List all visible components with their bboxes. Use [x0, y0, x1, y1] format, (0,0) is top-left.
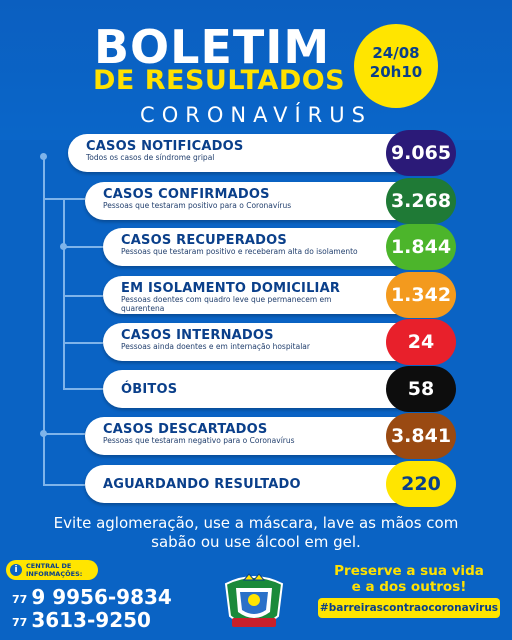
tree-line-outer [43, 156, 45, 486]
phone-digits: 9 9956-9834 [31, 585, 172, 609]
date-text: 24/08 [372, 44, 420, 62]
case-label: AGUARDANDO RESULTADO [103, 477, 301, 492]
hashtag: #barreirascontraocoronavirus [318, 598, 500, 618]
case-value: 58 [386, 366, 456, 412]
case-description: Pessoas que testaram positivo para o Cor… [103, 201, 292, 210]
info-icon: i [10, 564, 22, 576]
case-label: CASOS NOTIFICADOS [86, 139, 244, 154]
prevention-message: Evite aglomeração, use a máscara, lave a… [0, 514, 512, 552]
title-line2: DE RESULTADOS [93, 65, 346, 96]
case-label: EM ISOLAMENTO DOMICILIAR [121, 281, 341, 296]
case-card-obitos: ÓBITOS 58 [103, 366, 456, 412]
phone-digits: 3613-9250 [31, 608, 151, 632]
case-value: 9.065 [386, 130, 456, 176]
title-line1: BOLETIM [94, 20, 331, 74]
slogan-line2: e a dos outros! [351, 579, 467, 595]
time-text: 20h10 [369, 63, 423, 81]
slogan: Preserve a sua vida e a dos outros! [320, 563, 498, 595]
case-value: 24 [386, 319, 456, 365]
area-code: 77 [12, 616, 28, 629]
prevention-line1: Evite aglomeração, use a máscara, lave a… [53, 514, 459, 532]
tree-branch [43, 198, 85, 200]
case-description: Pessoas que testaram positivo e recebera… [121, 247, 358, 256]
case-card-recuperados: CASOS RECUPERADOS Pessoas que testaram p… [103, 224, 456, 270]
case-value: 220 [386, 461, 456, 507]
date-badge: 24/08 20h10 [354, 24, 438, 108]
case-description: Pessoas doentes com quadro leve que perm… [121, 295, 332, 313]
info-badge: i CENTRAL DE INFORMAÇÕES: [6, 560, 98, 580]
case-label: CASOS RECUPERADOS [121, 233, 287, 248]
case-value: 3.841 [386, 413, 456, 459]
phone-number-landline[interactable]: 77 3613-9250 [12, 608, 151, 632]
info-label: CENTRAL DE INFORMAÇÕES: [26, 562, 82, 578]
area-code: 77 [12, 593, 28, 606]
tree-dot [40, 153, 47, 160]
info-label-line1: CENTRAL DE [26, 562, 72, 570]
tree-dot [40, 430, 47, 437]
case-value: 1.844 [386, 224, 456, 270]
tree-branch [63, 295, 103, 297]
case-label: CASOS CONFIRMADOS [103, 187, 270, 202]
tree-branch [43, 433, 85, 435]
case-description: Todos os casos de síndrome gripal [86, 153, 215, 162]
subtitle: CORONAVÍRUS [140, 103, 372, 127]
phone-number-mobile[interactable]: 77 9 9956-9834 [12, 585, 172, 609]
case-card-confirmados: CASOS CONFIRMADOS Pessoas que testaram p… [85, 178, 456, 224]
tree-dot [60, 243, 67, 250]
case-card-descartados: CASOS DESCARTADOS Pessoas que testaram n… [85, 413, 456, 459]
tree-branch [63, 342, 103, 344]
prevention-line2: sabão ou use álcool em gel. [151, 533, 361, 551]
case-card-isolamento: EM ISOLAMENTO DOMICILIAR Pessoas doentes… [103, 272, 456, 318]
case-label: CASOS DESCARTADOS [103, 422, 268, 437]
tree-branch [43, 484, 85, 486]
case-label: ÓBITOS [121, 382, 178, 397]
case-description: Pessoas ainda doentes e em internação ho… [121, 342, 310, 351]
case-card-internados: CASOS INTERNADOS Pessoas ainda doentes e… [103, 319, 456, 365]
case-card-aguardando: AGUARDANDO RESULTADO 220 [85, 461, 456, 507]
slogan-line1: Preserve a sua vida [334, 563, 484, 579]
case-value: 3.268 [386, 178, 456, 224]
case-value: 1.342 [386, 272, 456, 318]
info-label-line2: INFORMAÇÕES: [26, 570, 83, 578]
tree-branch [63, 246, 103, 248]
tree-branch [63, 388, 103, 390]
case-label: CASOS INTERNADOS [121, 328, 274, 343]
case-card-notificados: CASOS NOTIFICADOS Todos os casos de sínd… [68, 130, 456, 176]
case-description: Pessoas que testaram negativo para o Cor… [103, 436, 295, 445]
city-crest-logo [224, 573, 284, 627]
